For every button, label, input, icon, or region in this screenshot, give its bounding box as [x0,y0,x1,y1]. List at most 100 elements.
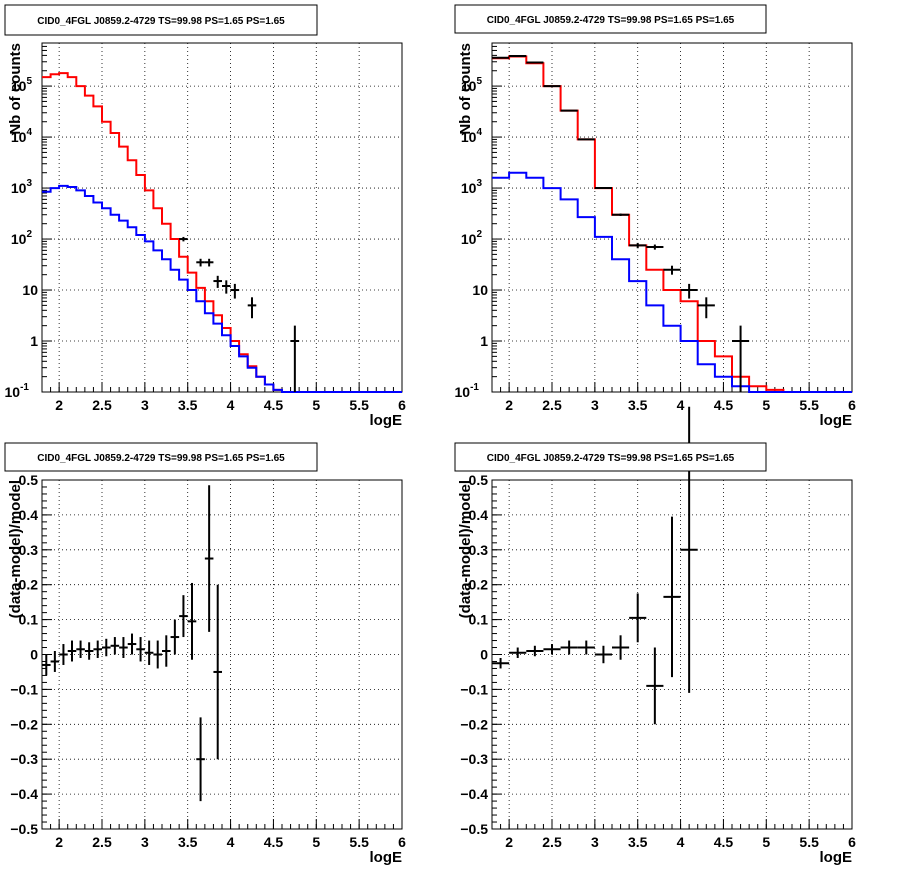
data-point [144,640,154,665]
y-tick-exponent: 3 [26,178,32,189]
y-tick-label: −0.3 [10,751,38,767]
data-point [646,647,664,725]
y-tick-label: 10 [472,282,488,298]
title-box [454,4,767,34]
y-tick-label: 10 [22,282,38,298]
data-point [59,644,68,665]
y-tick-label: 0.2 [19,577,39,593]
y-tick-exponent: -1 [20,382,29,393]
data-point [247,297,257,319]
data-point [594,645,612,664]
y-axis-label: (data-model)/model [457,480,474,618]
y-tick-label: 102 [461,229,483,247]
chart-panel-4: 2 2.5 3 3.5 4 4.5 5 5.5 6 −0.5 −0.4 −0.3 −0.2 −0.1 0 0.… [454,406,856,866]
y-tick-label: −0.1 [460,681,488,697]
data-point [230,283,240,299]
data-point [577,640,595,655]
y-tick-label: 0 [480,647,488,663]
histogram-series-2 [42,184,402,393]
data-point [162,635,171,667]
data-point [213,275,222,288]
x-tick-label: 6 [848,397,856,413]
y-tick-label: −0.4 [10,786,38,802]
x-tick-label: 3 [591,397,599,413]
y-tick-exponent: 5 [476,76,482,87]
x-axis-label: logE [820,849,853,866]
y-tick-label: 1 [480,333,488,349]
x-tick-label: 5.5 [349,834,369,850]
y-tick-label: −0.4 [460,786,488,802]
y-tick-exponent: -1 [470,382,479,393]
y-axis-label: Nb of counts [7,43,24,135]
y-tick-label: 0.5 [469,472,489,488]
x-axis-label: logE [370,849,403,866]
data-point [119,637,128,658]
chart-title: CID0_4FGL J0859.2-4729 TS=99.98 PS=1.65 … [487,15,735,26]
x-tick-label: 3 [141,397,149,413]
data-point [560,640,578,655]
data-point [127,633,137,655]
chart-panel-2: 2 2.5 3 3.5 4 4.5 5 5.5 610-1110102103104105logE… [454,4,856,429]
y-tick-exponent: 5 [26,76,32,87]
x-tick-label: 4.5 [264,834,284,850]
y-tick-exponent: 4 [26,127,32,138]
x-tick-label: 5 [312,834,320,850]
y-tick-label: 103 [11,178,33,196]
x-tick-label: 5.5 [349,397,369,413]
x-tick-label: 4 [677,834,685,850]
y-tick-label: 102 [11,229,33,247]
y-tick-label: 0.4 [19,507,39,523]
y-tick-label: −0.1 [10,681,38,697]
x-tick-label: 5 [762,397,770,413]
x-tick-label: 3 [591,834,599,850]
data-point [213,584,222,760]
data-point [110,637,120,655]
x-tick-label: 2 [55,834,63,850]
y-axis-label: Nb of counts [457,43,474,135]
x-tick-label: 2 [505,397,513,413]
data-point [680,283,698,299]
x-tick-label: 2.5 [542,834,562,850]
chart-title: CID0_4FGL J0859.2-4729 TS=99.98 PS=1.65 … [487,453,735,464]
x-tick-label: 3.5 [178,834,198,850]
x-tick-label: 6 [398,397,406,413]
y-tick-label: −0.3 [460,751,488,767]
chart-title: CID0_4FGL J0859.2-4729 TS=99.98 PS=1.65 … [37,16,285,27]
data-point [93,640,102,658]
y-tick-label: 0.1 [19,612,39,628]
data-point [290,325,300,392]
data-point [732,325,750,392]
data-point [196,258,205,267]
data-point [76,640,85,658]
x-tick-label: 6 [848,834,856,850]
plot-frame [491,42,853,393]
title-box [4,4,318,36]
x-tick-label: 4.5 [714,397,734,413]
y-tick-label: −0.5 [460,821,488,837]
data-point [204,485,214,632]
x-tick-label: 2.5 [542,397,562,413]
x-tick-label: 2.5 [92,397,112,413]
data-point [187,582,197,660]
x-tick-label: 6 [398,834,406,850]
x-axis-label: logE [820,412,853,429]
x-tick-label: 5.5 [799,397,819,413]
data-point [84,642,94,660]
x-tick-label: 4.5 [264,397,284,413]
data-point [629,593,647,643]
data-point [153,640,162,669]
x-tick-label: 5.5 [799,834,819,850]
data-point [526,645,544,657]
title-box [454,442,767,472]
data-point [136,637,145,662]
y-tick-label: 0.5 [19,472,39,488]
y-tick-label: 0.4 [469,507,489,523]
x-tick-label: 3.5 [178,397,198,413]
x-tick-label: 4.5 [714,834,734,850]
y-tick-label: −0.2 [460,716,488,732]
y-tick-label: 0.1 [469,612,489,628]
plot-frame [41,42,403,393]
x-tick-label: 5 [312,397,320,413]
y-tick-label: −0.2 [10,716,38,732]
